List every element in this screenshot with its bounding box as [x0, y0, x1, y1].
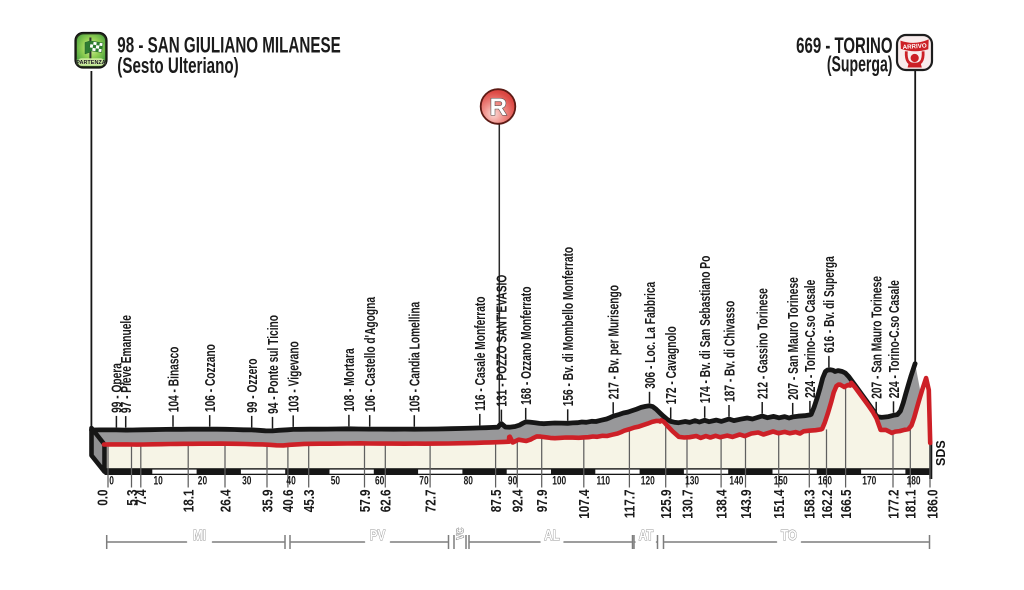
svg-text:VC: VC [455, 528, 467, 540]
svg-text:40: 40 [286, 475, 296, 488]
svg-text:224 - Torino-C.so Casale: 224 - Torino-C.so Casale [885, 280, 903, 398]
svg-text:62.6: 62.6 [377, 490, 394, 513]
svg-text:106 - Cozzano: 106 - Cozzano [201, 344, 219, 412]
svg-text:26.4: 26.4 [217, 489, 234, 512]
svg-text:207 - San Mauro Torinese: 207 - San Mauro Torinese [784, 277, 802, 400]
svg-text:0: 0 [109, 475, 114, 488]
svg-text:90: 90 [508, 475, 518, 488]
svg-text:45.3: 45.3 [301, 490, 318, 513]
svg-text:140: 140 [729, 475, 743, 488]
svg-text:98 - SAN GIULIANO MILANESE: 98 - SAN GIULIANO MILANESE [117, 34, 340, 58]
svg-text:94 - Ponte sul Ticino: 94 - Ponte sul Ticino [264, 315, 282, 414]
svg-text:(Superga): (Superga) [827, 51, 893, 76]
svg-text:87.5: 87.5 [488, 489, 505, 512]
svg-text:162.2: 162.2 [818, 490, 835, 519]
svg-text:110: 110 [597, 475, 611, 488]
svg-text:80: 80 [464, 475, 474, 488]
svg-text:70: 70 [419, 475, 429, 488]
svg-text:103 - Vigevano: 103 - Vigevano [284, 341, 302, 412]
svg-text:104 - Binasco: 104 - Binasco [164, 346, 182, 412]
svg-text:0.0: 0.0 [94, 490, 111, 506]
svg-text:105 - Candia Lomellina: 105 - Candia Lomellina [406, 301, 424, 412]
svg-text:(Sesto Ulteriano): (Sesto Ulteriano) [117, 55, 238, 79]
svg-text:116 - Casale Monferrato: 116 - Casale Monferrato [471, 296, 489, 411]
svg-text:7.4: 7.4 [133, 489, 150, 506]
svg-text:AL: AL [544, 527, 559, 544]
svg-text:158.3: 158.3 [801, 490, 818, 519]
svg-text:224 - Torino-C.so Casale: 224 - Torino-C.so Casale [801, 280, 819, 398]
svg-text:ARRIVO: ARRIVO [902, 42, 927, 51]
svg-text:R: R [490, 94, 507, 121]
svg-text:160: 160 [818, 475, 832, 488]
svg-text:108 - Mortara: 108 - Mortara [340, 348, 358, 412]
svg-text:60: 60 [375, 475, 385, 488]
svg-text:150: 150 [774, 475, 788, 488]
svg-text:AT: AT [639, 527, 654, 544]
svg-text:PV: PV [370, 527, 386, 544]
svg-text:20: 20 [198, 475, 208, 488]
svg-text:177.2: 177.2 [885, 490, 902, 519]
svg-text:SDS: SDS [934, 440, 948, 466]
svg-text:99 - Ozzero: 99 - Ozzero [243, 358, 261, 412]
svg-text:50: 50 [331, 475, 341, 488]
svg-text:130: 130 [685, 475, 699, 488]
svg-text:99 - Opera: 99 - Opera [108, 362, 126, 413]
svg-text:187 - Bv. di Chivasso: 187 - Bv. di Chivasso [720, 301, 738, 402]
svg-text:138.4: 138.4 [713, 489, 730, 519]
svg-text:72.7: 72.7 [422, 490, 439, 513]
svg-text:186.0: 186.0 [924, 490, 941, 519]
svg-text:174 - Bv. di San Sebastiano Po: 174 - Bv. di San Sebastiano Po [696, 256, 714, 404]
svg-text:170: 170 [862, 475, 876, 488]
svg-text:207 - San Mauro Torinese: 207 - San Mauro Torinese [867, 276, 885, 399]
svg-text:106 - Castello d'Agogna: 106 - Castello d'Agogna [361, 296, 379, 412]
svg-text:TO: TO [781, 527, 797, 544]
svg-text:217 - Bv. per Murisengo: 217 - Bv. per Murisengo [604, 285, 622, 399]
svg-text:5.3: 5.3 [123, 490, 140, 506]
svg-text:MI: MI [193, 527, 206, 544]
svg-text:168 - Ozzano Monferrato: 168 - Ozzano Monferrato [517, 286, 535, 404]
svg-text:306 - Loc. La Fabbrica: 306 - Loc. La Fabbrica [641, 281, 659, 389]
svg-text:107.4: 107.4 [576, 489, 593, 519]
svg-text:PARTENZA: PARTENZA [76, 60, 106, 66]
svg-text:212 - Gassino Torinese: 212 - Gassino Torinese [753, 288, 771, 399]
svg-text:117.7: 117.7 [621, 490, 638, 519]
svg-text:30: 30 [242, 475, 252, 488]
svg-text:151.4: 151.4 [771, 489, 788, 519]
svg-text:35.9: 35.9 [259, 490, 276, 513]
svg-text:172 - Cavagnolo: 172 - Cavagnolo [662, 326, 680, 404]
svg-text:143.9: 143.9 [737, 490, 754, 519]
svg-text:10: 10 [154, 475, 164, 488]
svg-text:166.5: 166.5 [838, 489, 855, 519]
svg-text:57.9: 57.9 [356, 490, 373, 513]
svg-text:156 - Bv. di Mombello Monferra: 156 - Bv. di Mombello Monferrato [559, 247, 577, 407]
svg-text:97.9: 97.9 [534, 490, 551, 513]
svg-text:181.1: 181.1 [902, 489, 919, 519]
svg-text:131 - POZZO SANT'EVASIO: 131 - POZZO SANT'EVASIO [493, 275, 511, 407]
svg-text:97 - Pieve Emanuele: 97 - Pieve Emanuele [117, 315, 135, 413]
svg-text:18.1: 18.1 [180, 489, 197, 512]
svg-text:669 - TORINO: 669 - TORINO [796, 33, 892, 58]
svg-text:125.9: 125.9 [658, 490, 675, 519]
svg-text:616 - Bv. di Superga: 616 - Bv. di Superga [820, 256, 838, 353]
svg-text:120: 120 [641, 475, 655, 488]
svg-text:92.4: 92.4 [509, 489, 526, 512]
svg-text:40.6: 40.6 [280, 490, 297, 513]
svg-text:180: 180 [907, 475, 921, 488]
svg-text:100: 100 [552, 475, 566, 488]
svg-text:130.7: 130.7 [679, 490, 696, 519]
